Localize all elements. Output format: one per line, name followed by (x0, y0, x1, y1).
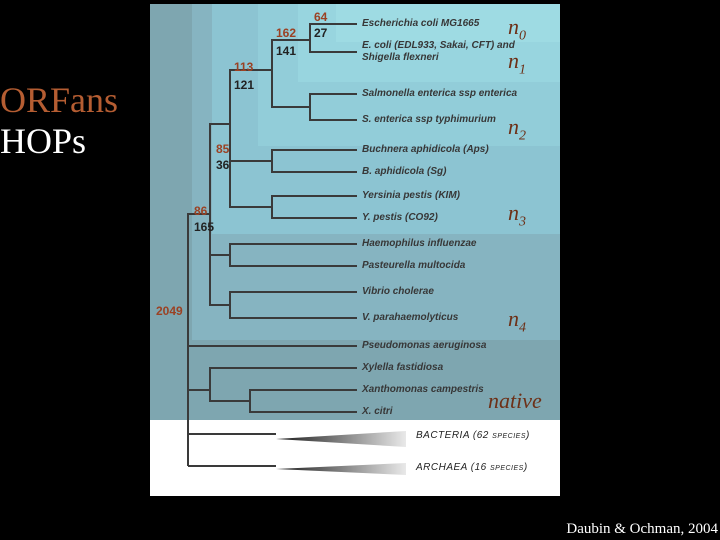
species-label: Pseudomonas aeruginosa (362, 340, 547, 351)
hop-count: 27 (314, 26, 327, 40)
species-label: Vibrio cholerae (362, 286, 547, 297)
species-label: Pasteurella multocida (362, 260, 547, 271)
orfan-count: 86 (194, 204, 207, 218)
clade-label-n2: n2 (508, 114, 526, 144)
species-label: Haemophilus influenzae (362, 238, 547, 249)
outgroup-row: ARCHAEA (16 species) (276, 458, 552, 484)
species-label: Salmonella enterica ssp enterica (362, 88, 547, 99)
orfan-count: 162 (276, 26, 296, 40)
clade-label: BACTERIA (62 species) (416, 430, 530, 441)
title-block: ORFans HOPs (0, 80, 118, 163)
clade-label: ARCHAEA (16 species) (416, 462, 528, 473)
clade-label-n4: n4 (508, 306, 526, 336)
title-orfans: ORFans (0, 80, 118, 121)
clade-label-n3: n3 (508, 200, 526, 230)
phylogeny-figure: Escherichia coli MG1665E. coli (EDL933, … (150, 4, 560, 496)
outgroup-connector (150, 420, 300, 490)
orfan-count: 113 (234, 60, 253, 74)
citation: Daubin & Ochman, 2004 (566, 521, 718, 538)
species-label: B. aphidicola (Sg) (362, 166, 547, 177)
clade-label-n1: n1 (508, 48, 526, 78)
outgroup-row: BACTERIA (62 species) (276, 426, 552, 452)
hop-count: 141 (276, 44, 296, 58)
clade-label-native: native (488, 388, 542, 414)
orfan-count: 2049 (156, 304, 183, 318)
orfan-count: 64 (314, 10, 327, 24)
hop-count: 36 (216, 158, 229, 172)
orfan-count: 85 (216, 142, 229, 156)
species-label: Xylella fastidiosa (362, 362, 547, 373)
hop-count: 165 (194, 220, 214, 234)
clade-label-n0: n0 (508, 14, 526, 44)
outgroup-clades: BACTERIA (62 species) ARCHAEA (16 species… (150, 420, 560, 490)
species-label: Buchnera aphidicola (Aps) (362, 144, 547, 155)
hop-count: 121 (234, 78, 254, 92)
title-hops: HOPs (0, 121, 118, 162)
